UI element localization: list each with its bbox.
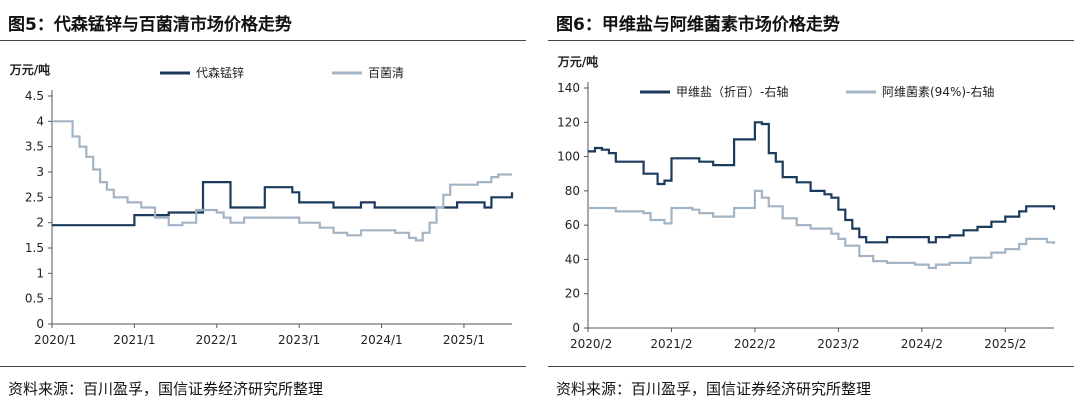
- y-tick-label: 2.5: [25, 190, 44, 204]
- figure-5-title: 图5：代森锰锌与百菌清市场价格走势: [8, 15, 292, 35]
- figure-6-source: 资料来源：百川盈孚，国信证券经济研究所整理: [556, 380, 872, 398]
- x-tick-label: 2023/2: [817, 337, 859, 351]
- x-tick-label: 2024/2: [901, 337, 943, 351]
- series-line-1: [52, 181, 514, 227]
- series-line-1: [588, 121, 1056, 244]
- x-tick-label: 2023/1: [278, 333, 320, 347]
- figure-6-top-rule: [548, 40, 1074, 41]
- x-tick-label: 2021/2: [650, 337, 692, 351]
- y-tick-label: 4.5: [25, 89, 44, 103]
- figure-6-bottom-rule: [548, 366, 1074, 367]
- x-tick-label: 2020/1: [34, 333, 76, 347]
- x-tick-label: 2021/1: [113, 333, 155, 347]
- y-tick-label: 20: [565, 287, 580, 301]
- unit-label: 万元/吨: [9, 62, 50, 77]
- y-tick-label: 1.5: [25, 241, 44, 255]
- figure-5-panel: 图5：代森锰锌与百菌清市场价格走势 万元/吨 0 0.5 1 1.5 2 2.5 3 3.5 4 4…: [0, 0, 530, 412]
- y-tick-label: 0.5: [25, 292, 44, 306]
- y-tick-label: 80: [565, 184, 580, 198]
- y-tick-label: 60: [565, 218, 580, 232]
- legend-label-2: 百菌清: [368, 66, 404, 80]
- y-tick-label: 2: [36, 216, 44, 230]
- y-tick-label: 3.5: [25, 140, 44, 154]
- figure-6-panel: 图6：甲维盐与阿维菌素市场价格走势 万元/吨 0 20 40 60 80 100 120 140…: [548, 0, 1078, 412]
- x-tick-label: 2025/1: [443, 333, 485, 347]
- y-tick-label: 100: [557, 150, 580, 164]
- figure-6-chart: 万元/吨 0 20 40 60 80 100 120 140 2020/2 2021/2 2022/2…: [557, 54, 1056, 351]
- y-tick-label: 1: [36, 266, 44, 280]
- unit-label: 万元/吨: [557, 54, 598, 69]
- y-tick-label: 40: [565, 252, 580, 266]
- figure-6-title: 图6：甲维盐与阿维菌素市场价格走势: [556, 15, 840, 35]
- legend-label-2: 阿维菌素(94%)-右轴: [882, 84, 994, 99]
- legend-label-1: 甲维盐（折百）-右轴: [676, 84, 788, 99]
- y-tick-label: 0: [572, 321, 580, 335]
- y-tick-label: 4: [36, 114, 44, 128]
- legend-label-1: 代森锰锌: [196, 65, 244, 80]
- figure-5-top-rule: [0, 40, 526, 41]
- series-line-2: [588, 189, 1056, 270]
- figure-5-bottom-rule: [0, 366, 526, 367]
- x-tick-label: 2022/2: [734, 337, 776, 351]
- figure-5-chart: 万元/吨 0 0.5 1 1.5 2 2.5 3 3.5 4 4.5 2020/1 2021/1 2022…: [9, 62, 514, 347]
- x-tick-label: 2022/1: [196, 333, 238, 347]
- y-tick-label: 0: [36, 317, 44, 331]
- x-tick-label: 2025/2: [984, 337, 1026, 351]
- y-tick-label: 120: [557, 115, 580, 129]
- figure-5-source: 资料来源：百川盈孚，国信证券经济研究所整理: [8, 380, 324, 398]
- y-tick-label: 3: [36, 165, 44, 179]
- y-tick-label: 140: [557, 81, 580, 95]
- series-line-2: [52, 120, 512, 242]
- x-tick-label: 2024/1: [360, 333, 402, 347]
- x-tick-label: 2020/2: [570, 337, 612, 351]
